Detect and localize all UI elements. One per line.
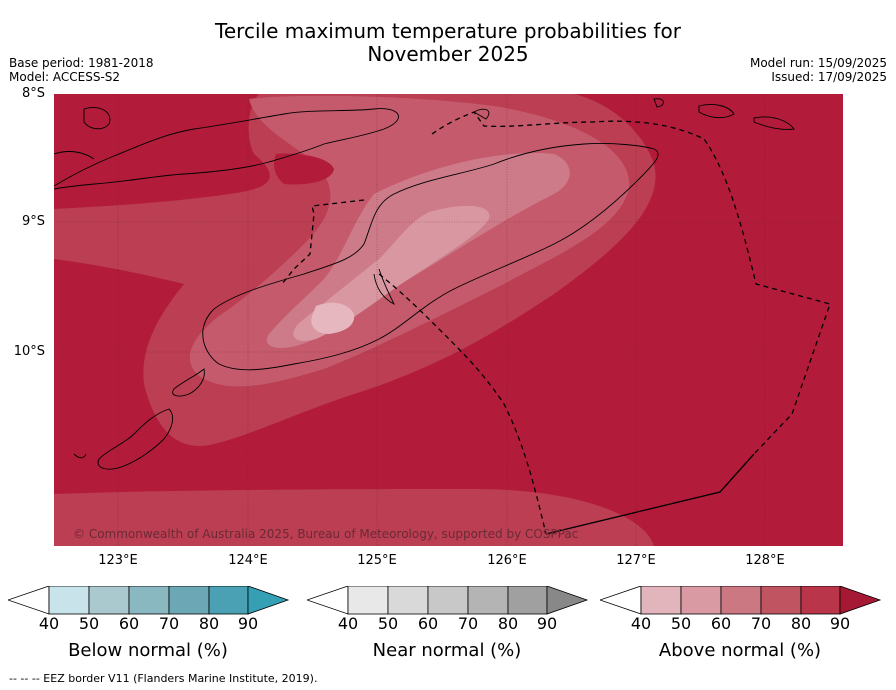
lon-label-125e: 125°E (357, 553, 397, 568)
above-arrow-right (839, 586, 882, 615)
above-tick-40: 40 (630, 614, 652, 633)
near-arrow-left (307, 586, 349, 615)
colorbar-above-normal (600, 586, 882, 615)
below-swatch-50 (88, 586, 130, 615)
lat-label-8s: 8°S (21, 86, 45, 101)
below-tick-70: 70 (158, 614, 180, 633)
near-arrow-right (546, 586, 589, 615)
below-swatch-70 (168, 586, 210, 615)
near-swatch-80 (507, 586, 548, 615)
above-tick-70: 70 (750, 614, 772, 633)
coastlines (54, 98, 795, 470)
band-80-south (54, 489, 654, 546)
lon-label-127e: 127°E (616, 553, 656, 568)
below-arrow-left (8, 586, 50, 615)
probability-map (54, 94, 843, 546)
above-tick-90: 90 (829, 614, 851, 633)
below-tick-90: 90 (237, 614, 259, 633)
lon-label-124e: 124°E (228, 553, 268, 568)
near-swatch-70 (467, 586, 509, 615)
title-line-1: Tercile maximum temperature probabilitie… (215, 19, 681, 43)
near-normal-title: Near normal (%) (372, 640, 522, 661)
below-arrow-right (247, 586, 290, 615)
colorbar-near-normal (307, 586, 589, 615)
near-tick-50: 50 (377, 614, 399, 633)
above-swatch-50 (680, 586, 722, 615)
band-40 (311, 302, 355, 334)
above-tick-50: 50 (670, 614, 692, 633)
lat-label-9s: 9°S (21, 214, 45, 229)
near-tick-40: 40 (337, 614, 359, 633)
model-run: Model run: 15/09/2025 (749, 56, 887, 70)
near-tick-80: 80 (497, 614, 519, 633)
above-swatch-80 (800, 586, 841, 615)
meta-left: Base period: 1981-2018 Model: ACCESS-S2 (9, 56, 154, 84)
near-swatch-40 (347, 586, 389, 615)
above-arrow-left (600, 586, 642, 615)
boundary-solid (545, 453, 755, 535)
model-name: Model: ACCESS-S2 (9, 70, 121, 84)
eez-border (281, 111, 831, 535)
above-swatch-60 (720, 586, 762, 615)
title-line-2: November 2025 (367, 42, 529, 66)
copyright-notice: © Commonwealth of Australia 2025, Bureau… (73, 527, 579, 541)
below-tick-40: 40 (38, 614, 60, 633)
issued-date: Issued: 17/09/2025 (771, 70, 887, 84)
lon-label-123e: 123°E (98, 553, 138, 568)
near-tick-90: 90 (536, 614, 558, 633)
below-swatch-80 (208, 586, 249, 615)
lat-label-10s: 10°S (13, 344, 45, 359)
base-period: Base period: 1981-2018 (9, 56, 154, 70)
below-swatch-40 (48, 586, 90, 615)
above-swatch-70 (760, 586, 802, 615)
eez-footnote: -- -- -- EEZ border V11 (Flanders Marine… (9, 672, 318, 685)
colorbar-below-normal (8, 586, 290, 615)
below-tick-60: 60 (118, 614, 140, 633)
below-tick-80: 80 (198, 614, 220, 633)
lon-label-128e: 128°E (745, 553, 785, 568)
below-swatch-60 (128, 586, 170, 615)
above-swatch-40 (640, 586, 682, 615)
below-tick-50: 50 (78, 614, 100, 633)
lon-label-126e: 126°E (487, 553, 527, 568)
meta-right: Model run: 15/09/2025 Issued: 17/09/2025 (750, 56, 887, 84)
near-swatch-50 (387, 586, 429, 615)
below-normal-title: Below normal (%) (68, 640, 228, 661)
near-swatch-60 (427, 586, 469, 615)
near-tick-60: 60 (417, 614, 439, 633)
above-tick-80: 80 (790, 614, 812, 633)
gridlines (54, 94, 843, 546)
near-tick-70: 70 (457, 614, 479, 633)
band-high-1 (274, 153, 334, 185)
above-tick-60: 60 (710, 614, 732, 633)
above-normal-title: Above normal (%) (658, 640, 822, 661)
chart-title: Tercile maximum temperature probabilitie… (0, 20, 896, 66)
